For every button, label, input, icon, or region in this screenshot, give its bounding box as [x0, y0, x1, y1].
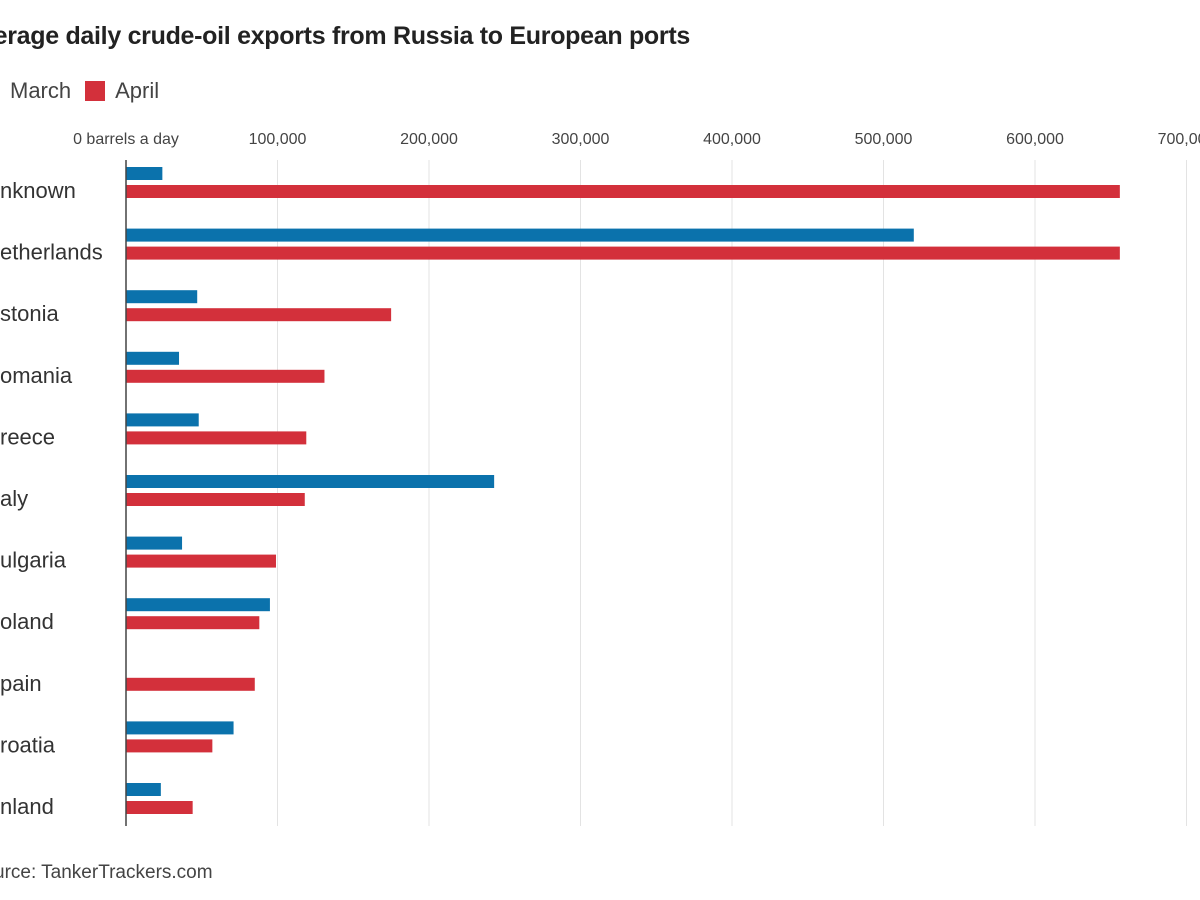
- x-tick-label-100000: 100,000: [249, 131, 307, 148]
- bar-march-italy: [126, 475, 495, 488]
- bar-april-unknown: [126, 185, 1120, 198]
- bar-april-greece: [126, 431, 307, 445]
- bar-april-finland: [126, 801, 193, 814]
- legend-label-april: April: [115, 78, 160, 103]
- bar-march-greece: [126, 413, 199, 427]
- bar-march-poland: [126, 598, 270, 612]
- bar-april-estonia: [126, 308, 392, 322]
- bar-march-netherlands: [126, 228, 914, 242]
- category-label-poland: oland: [0, 609, 54, 634]
- bar-april-romania: [126, 369, 325, 383]
- category-label-bulgaria: ulgaria: [0, 548, 67, 573]
- source-note: urce: TankerTrackers.com: [0, 862, 213, 883]
- x-tick-label-500000: 500,000: [855, 131, 913, 148]
- legend: March April: [0, 78, 173, 104]
- bar-march-romania: [126, 351, 180, 365]
- x-tick-label-200000: 200,000: [400, 131, 458, 148]
- x-tick-label-0: 0 barrels a day: [73, 131, 179, 148]
- bar-april-spain: [126, 677, 255, 691]
- category-label-romania: omania: [0, 363, 73, 388]
- legend-item-april: April: [85, 78, 159, 104]
- bar-april-poland: [126, 616, 260, 630]
- bar-april-croatia: [126, 739, 213, 753]
- category-label-croatia: roatia: [0, 732, 56, 757]
- chart-title: verage daily crude-oil exports from Russ…: [0, 22, 690, 50]
- legend-item-march: March: [0, 78, 71, 104]
- bar-march-finland: [126, 783, 161, 796]
- bar-april-netherlands: [126, 246, 1120, 260]
- x-tick-label-700000: 700,000: [1158, 131, 1200, 148]
- x-tick-label-600000: 600,000: [1006, 131, 1064, 148]
- category-label-netherlands: etherlands: [0, 240, 103, 265]
- x-tick-label-300000: 300,000: [552, 131, 610, 148]
- legend-label-march: March: [10, 78, 72, 103]
- x-tick-label-400000: 400,000: [703, 131, 761, 148]
- bar-april-bulgaria: [126, 554, 276, 568]
- bar-march-bulgaria: [126, 536, 183, 550]
- bar-april-italy: [126, 493, 305, 506]
- category-label-estonia: stonia: [0, 301, 59, 326]
- category-label-greece: reece: [0, 424, 55, 449]
- category-label-spain: pain: [0, 671, 42, 696]
- bar-march-unknown: [126, 167, 163, 180]
- legend-swatch-april: [85, 81, 106, 101]
- bar-march-estonia: [126, 290, 198, 304]
- bar-march-croatia: [126, 721, 234, 735]
- category-label-italy: aly: [0, 486, 28, 511]
- category-label-finland: nland: [0, 794, 54, 819]
- category-label-unknown: nknown: [0, 178, 76, 203]
